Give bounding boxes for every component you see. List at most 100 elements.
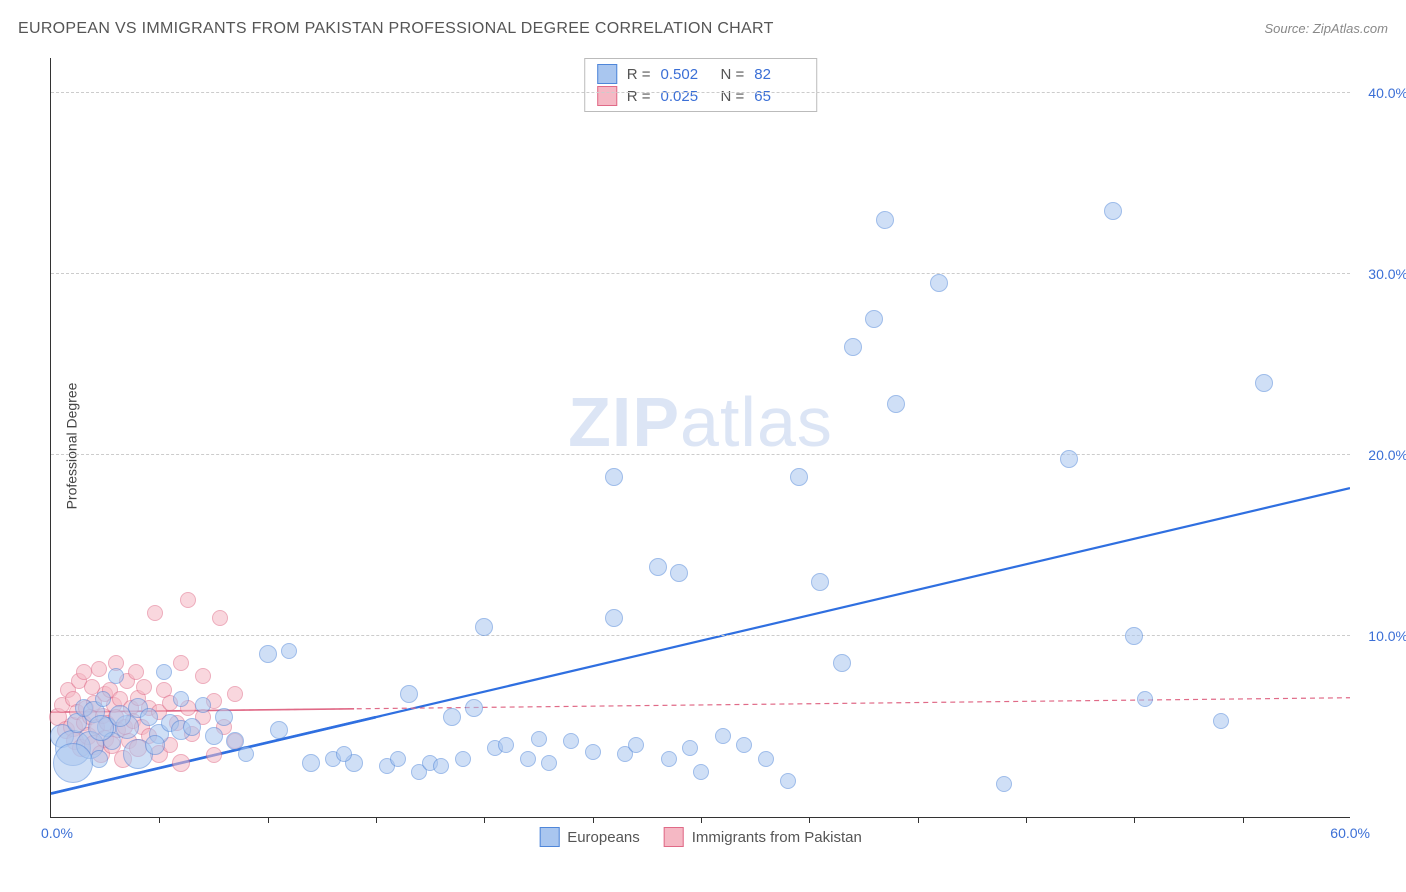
european-point [433,758,449,774]
european-point [520,751,536,767]
european-point [281,643,297,659]
correlation-stats-legend: R = 0.502 N = 82 R = 0.025 N = 65 [584,58,818,112]
european-point [649,558,667,576]
chart-title: EUROPEAN VS IMMIGRANTS FROM PAKISTAN PRO… [18,20,774,38]
x-tick [809,817,810,823]
european-point [531,731,547,747]
european-point [1137,691,1153,707]
watermark-bold: ZIP [568,383,680,461]
european-point [400,685,418,703]
european-point [811,573,829,591]
scatter-plot-area: ZIPatlas R =0.502N =82R =0.025N =65 0.0%… [50,58,1350,818]
r-value: 0.502 [661,66,711,83]
y-tick-label: 40.0% [1368,85,1406,101]
y-tick-label: 30.0% [1368,266,1406,282]
n-value: 65 [754,88,804,105]
european-point [670,564,688,582]
legend-item: Immigrants from Pakistan [664,827,862,847]
r-label: R = [627,88,651,105]
european-point [226,732,244,750]
chart-header: EUROPEAN VS IMMIGRANTS FROM PAKISTAN PRO… [18,20,1388,38]
european-point [53,743,93,783]
european-point [563,733,579,749]
european-point [1060,450,1078,468]
pakistan-point [128,664,144,680]
pakistan-point [195,668,211,684]
european-point [259,645,277,663]
stats-legend-row: R =0.502N =82 [597,63,805,85]
european-point [605,468,623,486]
european-point [865,310,883,328]
x-tick [484,817,485,823]
pakistan-point [147,605,163,621]
x-tick [701,817,702,823]
source-prefix: Source: [1264,21,1312,36]
european-point [758,751,774,767]
european-point [173,691,189,707]
european-point [195,697,211,713]
european-point [465,699,483,717]
gridline [51,273,1350,274]
pakistan-point [180,592,196,608]
pakistan-point [212,610,228,626]
european-point [302,754,320,772]
european-point [715,728,731,744]
gridline [51,635,1350,636]
n-label: N = [721,66,745,83]
european-point [790,468,808,486]
x-tick [159,817,160,823]
european-point [1125,627,1143,645]
legend-swatch [539,827,559,847]
r-value: 0.025 [661,88,711,105]
legend-label: Europeans [567,829,640,846]
legend-swatch [664,827,684,847]
pakistan-point [136,679,152,695]
european-point [95,691,111,707]
european-point [108,668,124,684]
european-point [693,764,709,780]
y-tick-label: 20.0% [1368,447,1406,463]
source-name: ZipAtlas.com [1313,21,1388,36]
european-point [876,211,894,229]
x-tick [1134,817,1135,823]
watermark-light: atlas [680,383,833,461]
european-point [183,718,201,736]
y-tick-label: 10.0% [1368,628,1406,644]
european-point [736,737,752,753]
european-point [996,776,1012,792]
x-tick [268,817,269,823]
european-point [109,705,131,727]
european-point [498,737,514,753]
legend-item: Europeans [539,827,640,847]
pakistan-point [173,655,189,671]
n-value: 82 [754,66,804,83]
european-point [443,708,461,726]
european-point [1255,374,1273,392]
x-tick [376,817,377,823]
pakistan-point [172,754,190,772]
x-max-label: 60.0% [1330,825,1370,841]
x-tick [1243,817,1244,823]
gridline [51,454,1350,455]
european-point [682,740,698,756]
stats-legend-row: R = 0.025 N = 65 [597,85,805,107]
source-attribution: Source: ZipAtlas.com [1264,21,1388,36]
watermark: ZIPatlas [568,382,833,462]
pakistan-point [91,661,107,677]
trendlines-svg [51,58,1350,817]
european-point [390,751,406,767]
european-point [628,737,644,753]
european-point [1213,713,1229,729]
x-tick [918,817,919,823]
european-point [661,751,677,767]
european-point [605,609,623,627]
european-point [1104,202,1122,220]
n-label: N = [721,88,745,105]
european-point [541,755,557,771]
x-tick [1026,817,1027,823]
series-legend: Europeans Immigrants from Pakistan [539,827,862,847]
european-point [475,618,493,636]
european-point [156,664,172,680]
european-point [455,751,471,767]
european-point [270,721,288,739]
